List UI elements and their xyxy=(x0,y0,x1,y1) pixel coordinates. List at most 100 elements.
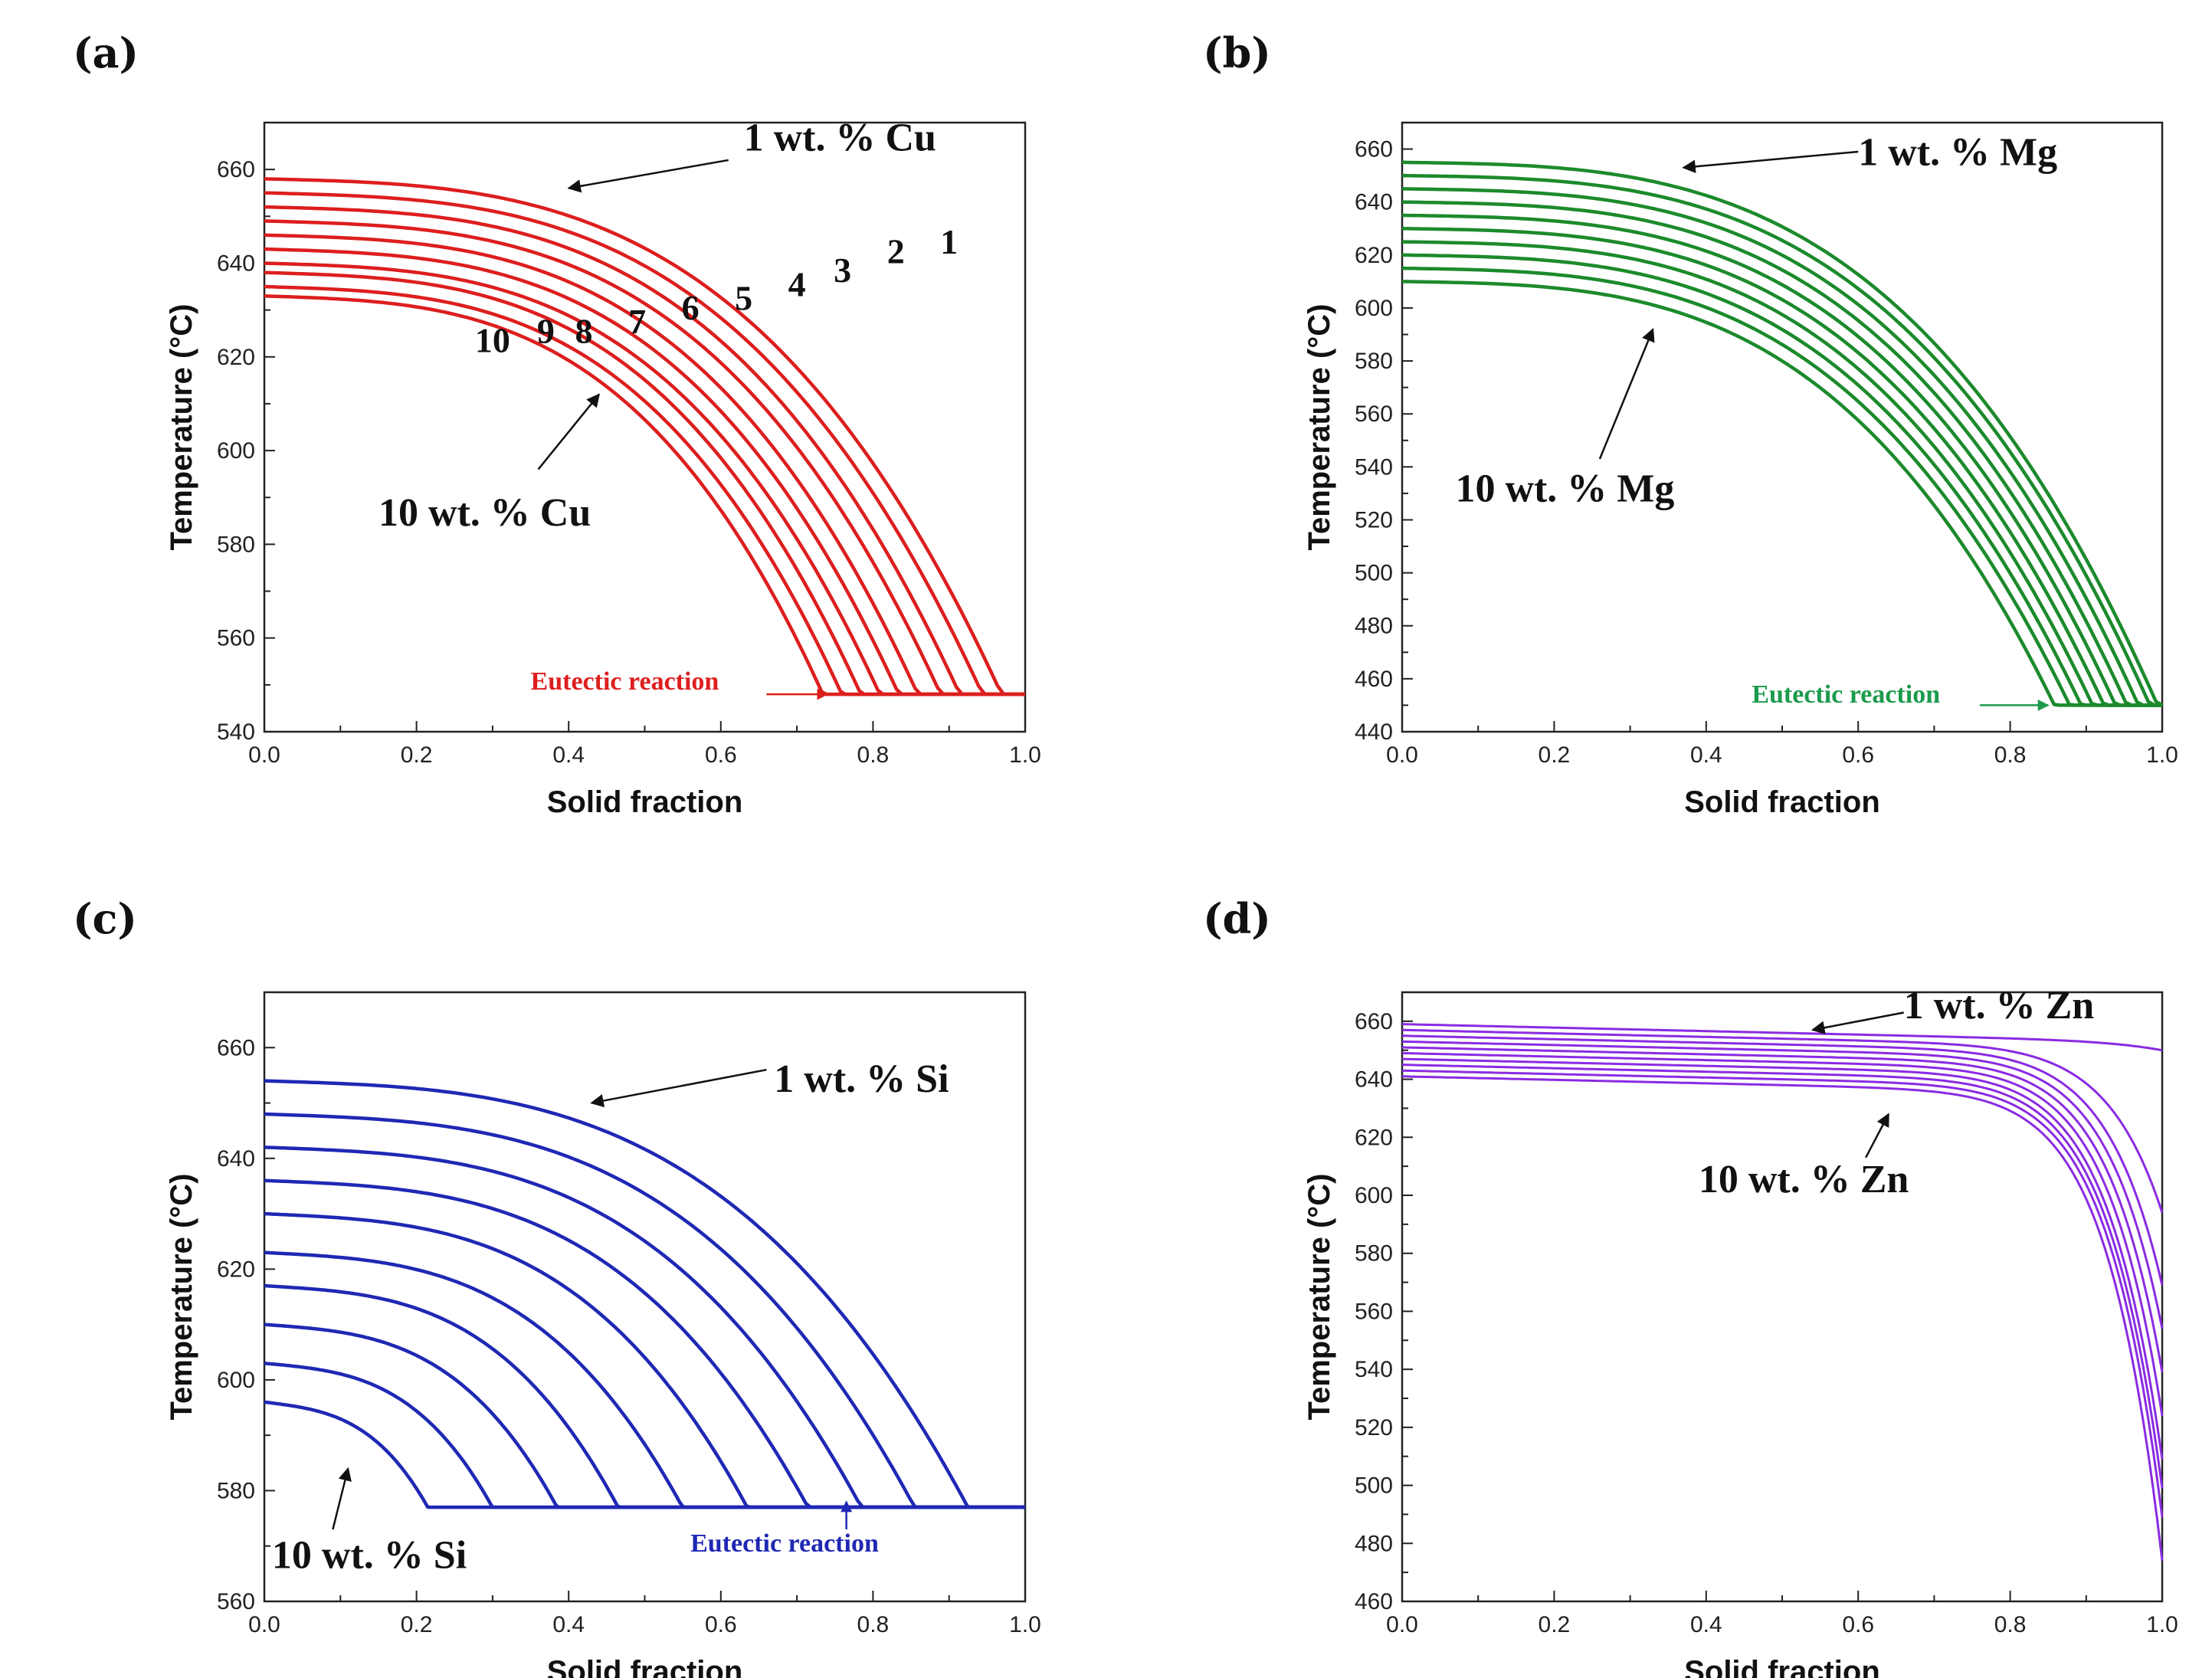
y-tick-label: 640 xyxy=(1355,1067,1393,1093)
series-line-8-wt-si xyxy=(264,1322,1025,1509)
series-line-4-wt-cu xyxy=(264,219,1025,696)
annotation-label: 10 wt. % Zn xyxy=(1699,1158,1909,1201)
curve-number-label: 10 xyxy=(475,321,510,360)
annotation-arrow xyxy=(1865,1113,1889,1159)
series-line-3-wt-mg xyxy=(1401,187,2162,707)
curve-number-label: 5 xyxy=(735,279,752,318)
chart-si: 0.0 0.2 0.4 0.6 0.8 1.0 560 580 600 620 640 660 Soli… xyxy=(165,991,1041,1678)
curve-number-label: 8 xyxy=(575,311,593,350)
series-line-1-wt-mg xyxy=(1401,160,2164,707)
annotation-label: 1 wt. % Mg xyxy=(1858,130,2057,174)
series-line-9-wt-cu xyxy=(264,284,1025,696)
y-tick-label: 620 xyxy=(217,1257,255,1282)
series-line-7-wt-mg xyxy=(1401,240,2162,707)
x-tick-label: 0.8 xyxy=(1994,1612,2027,1637)
annotation-arrow xyxy=(332,1467,352,1530)
series-line-6-wt-si xyxy=(264,1250,1025,1509)
annotation-arrow xyxy=(537,393,601,470)
series-line-8-wt-zn xyxy=(1401,1063,2164,1489)
annotation-label: 1 wt. % Zn xyxy=(1904,984,2095,1027)
series-line-4-wt-mg xyxy=(1401,200,2162,707)
y-tick-label: 540 xyxy=(217,719,255,745)
series-line-10-wt-si xyxy=(264,1400,1025,1509)
y-tick-label: 520 xyxy=(1355,507,1393,533)
series-line-6-wt-cu xyxy=(264,247,1025,696)
annotation-arrow xyxy=(1811,1011,1904,1034)
y-tick-label: 640 xyxy=(217,251,255,276)
series-line-9-wt-zn xyxy=(1401,1069,2164,1518)
y-tick-label: 660 xyxy=(1355,137,1393,162)
curve-number-label: 2 xyxy=(887,231,905,270)
chart-mg: 0.0 0.2 0.4 0.6 0.8 1.0 440 460 480 500 520 540 560 5… xyxy=(1303,121,2178,819)
x-tick-label: 0.0 xyxy=(248,742,280,768)
x-tick-label: 1.0 xyxy=(2146,742,2178,768)
y-tick-label: 600 xyxy=(217,1368,255,1393)
annotation-arrow xyxy=(590,1068,767,1108)
annotation-arrow xyxy=(1682,150,1859,174)
series-line-6-wt-zn xyxy=(1401,1052,2164,1416)
series-line-7-wt-cu xyxy=(264,261,1025,696)
y-tick-label: 560 xyxy=(1355,1299,1393,1324)
series-line-2-wt-zn xyxy=(1401,1028,2164,1214)
panel-d: (d) 0.0 0.2 0.4 0.6 0.8 1.0 460 480 500 520 540 560… xyxy=(1203,894,2178,1678)
y-axis-label: Temperature (°C) xyxy=(1303,1174,1336,1421)
x-tick-label: 0.0 xyxy=(248,1612,280,1637)
x-tick-label: 0.4 xyxy=(1690,1612,1722,1637)
y-tick-label: 640 xyxy=(1355,190,1393,215)
y-tick-label: 460 xyxy=(1355,1589,1393,1614)
y-axis-label: Temperature (°C) xyxy=(1303,304,1336,551)
panel-a: (a) 0.0 0.2 0.4 0.6 0.8 1.0540560580600620640… xyxy=(73,28,1041,819)
series-line-3-wt-zn xyxy=(1401,1034,2164,1286)
y-tick-label: 540 xyxy=(1355,454,1393,480)
series-line-6-wt-mg xyxy=(1401,227,2162,707)
series-line-5-wt-si xyxy=(264,1211,1025,1509)
annotation-arrow xyxy=(567,159,729,193)
x-tick-label: 0.4 xyxy=(552,742,585,768)
series-line-5-wt-zn xyxy=(1401,1046,2164,1373)
curve-number-label: 7 xyxy=(628,302,646,341)
x-tick-label: 1.0 xyxy=(1009,742,1041,768)
annotation-label: Eutectic reaction xyxy=(690,1529,879,1558)
series-line-3-wt-cu xyxy=(264,205,1025,696)
x-tick-label: 0.6 xyxy=(1842,1612,1874,1637)
x-tick-label: 0.2 xyxy=(401,742,433,768)
y-tick-label: 560 xyxy=(217,626,255,651)
x-tick-label: 1.0 xyxy=(1009,1612,1041,1637)
panel-b: (b) 0.0 0.2 0.4 0.6 0.8 1.0 440 460 480 500 520 540… xyxy=(1203,28,2178,819)
y-tick-label: 640 xyxy=(217,1146,255,1172)
curve-number-label: 6 xyxy=(682,288,700,327)
x-tick-label: 0.2 xyxy=(1539,742,1571,768)
x-tick-label: 1.0 xyxy=(2146,1612,2178,1637)
x-tick-label: 0.0 xyxy=(1386,742,1418,768)
panel-d-label: (d) xyxy=(1203,894,1271,943)
y-tick-label: 600 xyxy=(1355,1183,1393,1208)
y-axis-label: Temperature (°C) xyxy=(165,1174,198,1421)
x-tick-label: 0.8 xyxy=(857,742,890,768)
y-tick-label: 480 xyxy=(1355,614,1393,639)
y-tick-label: 580 xyxy=(1355,349,1393,374)
curve-number-label: 1 xyxy=(940,222,958,261)
series-line-10-wt-mg xyxy=(1401,280,2162,707)
series-line-5-wt-cu xyxy=(264,233,1025,696)
x-tick-label: 0.4 xyxy=(552,1612,585,1637)
y-tick-label: 660 xyxy=(1355,1009,1393,1034)
series-line-8-wt-cu xyxy=(264,270,1025,696)
x-tick-label: 0.2 xyxy=(1539,1612,1571,1637)
series-line-3-wt-si xyxy=(264,1145,1025,1509)
series-line-8-wt-mg xyxy=(1401,253,2162,707)
y-tick-label: 460 xyxy=(1355,667,1393,692)
panel-a-label: (a) xyxy=(73,28,139,77)
x-axis-label: Solid fraction xyxy=(547,785,743,819)
series-line-5-wt-mg xyxy=(1401,213,2162,707)
panel-c: (c) 0.0 0.2 0.4 0.6 0.8 1.0 560 580 600 620 640 660… xyxy=(73,894,1041,1678)
series-line-9-wt-mg xyxy=(1401,266,2162,707)
y-tick-label: 480 xyxy=(1355,1531,1393,1556)
annotation-label: 1 wt. % Si xyxy=(774,1057,949,1101)
y-tick-label: 500 xyxy=(1355,561,1393,586)
annotation-label: 10 wt. % Cu xyxy=(378,491,591,535)
annotation-label: 10 wt. % Si xyxy=(272,1534,467,1578)
series-line-1-wt-zn xyxy=(1401,1023,2163,1052)
series-line-4-wt-zn xyxy=(1401,1040,2164,1329)
y-tick-label: 620 xyxy=(1355,243,1393,268)
